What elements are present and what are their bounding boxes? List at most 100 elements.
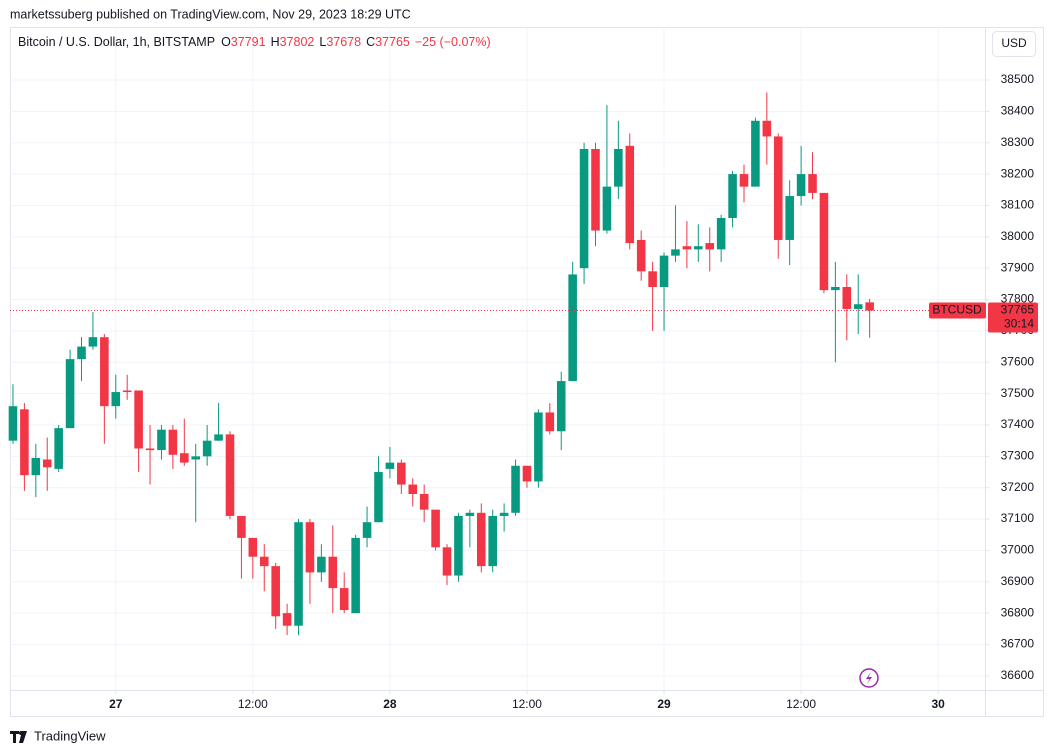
candle-body — [100, 337, 109, 407]
candle-body — [122, 390, 132, 393]
x-tick-label: 28 — [383, 697, 397, 711]
candle-body — [8, 406, 18, 441]
currency-button[interactable] — [992, 31, 1036, 57]
candle-body — [134, 390, 143, 449]
candle-body — [77, 346, 86, 360]
candle-body — [317, 556, 326, 573]
publisher: marketssuberg published on TradingView.c… — [10, 7, 411, 21]
candle-body — [865, 302, 874, 311]
candle-body — [602, 186, 612, 231]
y-tick-label: 37600 — [1001, 354, 1035, 368]
footer-logo: TradingView — [10, 728, 106, 743]
candle-body — [465, 512, 475, 516]
legend-key: H — [271, 35, 280, 49]
axes: 36600 36700 36800 36900 37000 37100 37200 37300… — [10, 72, 1038, 711]
candle-body — [853, 304, 863, 309]
candle-body — [705, 243, 715, 250]
candle-body — [225, 434, 235, 516]
candle-body — [728, 174, 737, 218]
y-tick-label: 37900 — [1001, 260, 1035, 274]
candle-body — [694, 246, 703, 250]
legend-key: C — [366, 35, 375, 49]
chart-title: Bitcoin / U.S. Dollar, 1h, BITSTAMP — [18, 35, 215, 49]
candle-body — [716, 217, 726, 250]
candle-body — [168, 429, 178, 455]
candle-body — [773, 136, 783, 240]
candle-body — [636, 239, 646, 272]
y-tick-label: 37300 — [1001, 449, 1035, 463]
price-tag — [988, 302, 1038, 333]
candle-body — [202, 440, 212, 457]
candle-body — [237, 515, 246, 538]
x-tick-label: 30 — [931, 697, 945, 711]
candle-body — [762, 120, 772, 137]
candle-body — [214, 434, 223, 441]
candle-body — [785, 196, 794, 240]
candle-body — [31, 457, 41, 476]
y-tick-label: 37000 — [1001, 543, 1035, 557]
candle-body — [454, 515, 463, 576]
candle-body — [374, 472, 383, 523]
x-tick-label: 12:00 — [238, 697, 268, 711]
candle-body — [294, 522, 303, 626]
candle-body — [54, 428, 63, 469]
legend-key: L — [319, 35, 326, 49]
logo-mark — [10, 731, 27, 743]
logo-text: TradingView — [34, 728, 106, 743]
legend-value: 37802 — [280, 35, 315, 49]
x-tick-label: 27 — [109, 697, 123, 711]
candle-body — [408, 484, 418, 494]
price-tag-countdown: 30:14 — [1004, 317, 1034, 331]
x-tick-label: 29 — [657, 697, 671, 711]
legend-change: −25 (−0.07%) — [415, 35, 491, 49]
candle-body — [65, 359, 75, 429]
y-tick-label: 36900 — [1001, 574, 1035, 588]
candle-body — [751, 120, 760, 187]
candle-body — [180, 453, 189, 463]
y-tick-label: 38200 — [1001, 166, 1035, 180]
candles — [8, 92, 874, 636]
event-icon-bolt — [866, 672, 872, 684]
candle-body — [328, 556, 338, 589]
candle-body — [145, 448, 155, 451]
legend-value: 37678 — [326, 35, 361, 49]
candle-body — [488, 515, 497, 567]
y-tick-label: 38000 — [1001, 229, 1035, 243]
candle-body — [419, 493, 429, 510]
symbol-tag-label: BTCUSD — [932, 303, 982, 317]
legend-value: 37765 — [375, 35, 410, 49]
y-tick-label: 38400 — [1001, 104, 1035, 118]
y-tick-label: 38500 — [1001, 72, 1035, 86]
candle-body — [191, 456, 201, 460]
y-tick-label: 36800 — [1001, 605, 1035, 619]
candle-body — [431, 509, 440, 548]
candle-body — [248, 537, 258, 557]
y-tick-label: 37800 — [1001, 292, 1035, 306]
candle-body — [591, 148, 600, 231]
candle-body — [305, 522, 315, 573]
y-tick-label: 38100 — [1001, 198, 1035, 212]
y-tick-label: 37200 — [1001, 480, 1035, 494]
x-tick-label: 12:00 — [786, 697, 816, 711]
candle-body — [842, 286, 852, 309]
candle-body — [659, 255, 669, 287]
legend-value: 37791 — [231, 35, 266, 49]
candle-body — [568, 274, 577, 382]
candle-body — [385, 462, 395, 469]
chart-title-line: Bitcoin / U.S. Dollar, 1h, BITSTAMP O3779… — [18, 35, 491, 49]
x-tick-label: 12:00 — [512, 697, 542, 711]
candle-body — [796, 174, 806, 197]
candle-body — [351, 537, 360, 614]
currency-label[interactable]: USD — [1001, 36, 1027, 50]
candle-body — [579, 148, 589, 269]
candle-body — [545, 412, 555, 432]
candle-body — [534, 412, 543, 482]
y-tick-label: 37100 — [1001, 511, 1035, 525]
symbol-tag — [929, 302, 986, 319]
candle-body — [397, 462, 406, 485]
candle-body — [282, 613, 292, 626]
y-tick-label: 37400 — [1001, 417, 1035, 431]
candle-body — [522, 465, 532, 482]
candle-body — [362, 522, 372, 538]
